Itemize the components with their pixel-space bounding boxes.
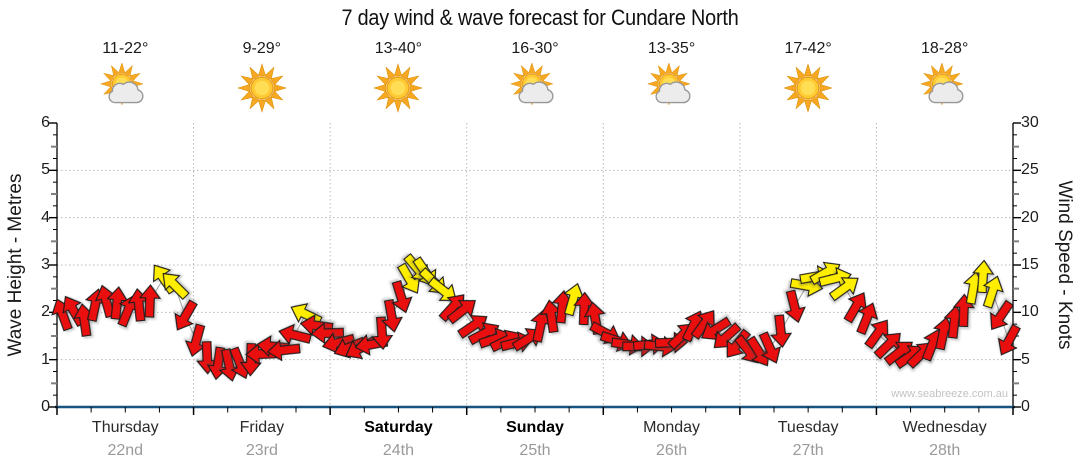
day-date-label: 25th (519, 442, 551, 459)
sunny-icon (236, 63, 287, 113)
wind-arrow (990, 299, 1014, 331)
temperature-range-label: 16-30° (511, 40, 559, 57)
day-date-label: 22nd (107, 442, 144, 459)
right-axis-tick-label: 0 (1021, 398, 1030, 415)
day-date-label: 28th (929, 442, 961, 459)
gust-arrow (982, 275, 1004, 309)
temperature-range-label: 11-22° (102, 40, 149, 57)
left-axis-tick-label: 0 (41, 398, 50, 415)
wind-arrow (278, 323, 312, 346)
day-name-label: Sunday (506, 419, 564, 436)
gust-arrow (427, 276, 457, 302)
day-date-label: 27th (792, 442, 824, 459)
temperature-range-label: 13-40° (374, 40, 423, 57)
left-axis-tick-label: 6 (41, 114, 50, 131)
left-axis-tick-label: 1 (41, 350, 50, 368)
wind-arrow (997, 323, 1021, 356)
wind-arrow (310, 322, 345, 345)
day-name-label: Saturday (364, 419, 433, 436)
day-name-label: Friday (239, 419, 285, 436)
wind-arrow (239, 342, 262, 377)
right-axis-tick-label: 15 (1021, 256, 1039, 273)
chart-title: 7 day wind & wave forecast for Cundare N… (341, 5, 739, 30)
left-axis-tick-label: 3 (41, 256, 50, 273)
partly-cloudy-icon (919, 61, 970, 113)
wind-arrow (138, 284, 162, 318)
day-date-label: 23rd (245, 442, 278, 459)
wind-arrow (391, 279, 413, 314)
day-date-label: 26th (655, 442, 688, 459)
gust-arrow (972, 259, 995, 294)
wind-arrow (784, 289, 806, 324)
left-axis-tick-label: 5 (41, 161, 50, 179)
right-axis-tick-label: 30 (1021, 114, 1039, 131)
temperature-range-label: 17-42° (784, 40, 832, 57)
wind-arrow (266, 339, 301, 362)
day-name-label: Wednesday (902, 419, 987, 436)
right-axis-tick-label: 10 (1021, 303, 1039, 321)
day-name-label: Thursday (91, 419, 159, 436)
wind-arrow (856, 302, 879, 336)
right-axis-tick-label: 20 (1021, 208, 1039, 226)
left-axis-tick-label: 4 (41, 208, 50, 226)
sunny-icon (783, 63, 833, 113)
temperature-range-label: 9-29° (242, 40, 282, 57)
partly-cloudy-icon (646, 61, 697, 113)
left-axis-tick-label: 2 (41, 303, 50, 321)
wind-arrow (770, 314, 793, 349)
wind-arrow (758, 331, 782, 364)
wind-arrow (371, 316, 394, 351)
temperature-range-label: 13-35° (647, 40, 696, 57)
wind-arrow (381, 298, 403, 333)
watermark: www.seabreeze.com.au (891, 388, 1008, 400)
right-axis-tick-label: 5 (1021, 350, 1030, 368)
wind-arrow (174, 299, 198, 331)
day-name-label: Tuesday (777, 419, 839, 436)
gust-arrow (162, 272, 190, 301)
temperature-range-label: 18-28° (921, 40, 969, 57)
sunny-icon (373, 63, 424, 113)
day-name-label: Monday (643, 419, 701, 436)
partly-cloudy-icon (100, 61, 150, 113)
right-axis-tick-label: 25 (1021, 161, 1039, 179)
partly-cloudy-icon (510, 61, 560, 113)
gust-arrow (828, 277, 859, 302)
day-date-label: 24th (382, 442, 414, 459)
